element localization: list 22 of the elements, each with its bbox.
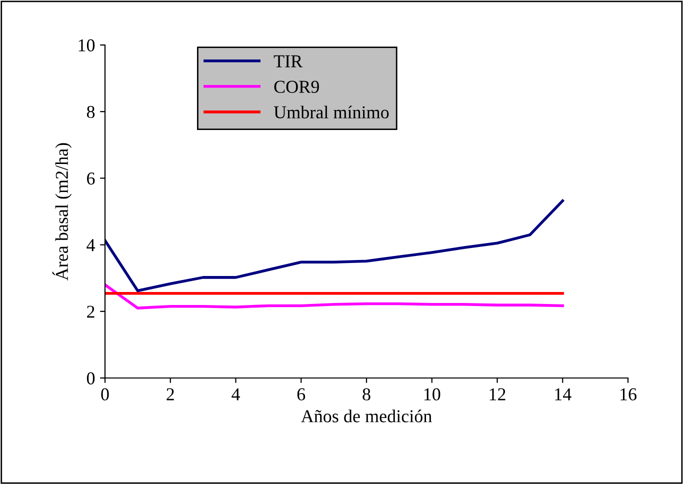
x-tick-label: 12 bbox=[490, 388, 506, 400]
y-tick-label: 2 bbox=[87, 306, 94, 318]
line-series bbox=[105, 283, 564, 310]
x-tick-label: 6 bbox=[297, 388, 306, 400]
x-axis-title: Años de medición bbox=[300, 410, 432, 422]
x-tick-label: 0 bbox=[101, 388, 109, 400]
legend-label: Umbral mínimo bbox=[274, 106, 389, 118]
y-axis-title: Área basal (m2/ha) bbox=[52, 143, 72, 281]
x-tick-label: 16 bbox=[620, 388, 636, 400]
legend-label: TIR bbox=[274, 55, 303, 68]
y-tick-label: 0 bbox=[86, 372, 95, 384]
x-tick-label: 2 bbox=[166, 388, 174, 400]
legend-label: COR9 bbox=[274, 80, 319, 93]
x-tick-label: 8 bbox=[362, 388, 370, 400]
y-tick-label: 6 bbox=[87, 172, 95, 185]
y-tick-label: 4 bbox=[86, 239, 95, 252]
x-tick-label: 4 bbox=[232, 388, 240, 400]
x-tick-label: 10 bbox=[424, 388, 440, 400]
line-series bbox=[105, 199, 564, 292]
x-tick-label: 14 bbox=[555, 388, 572, 400]
y-tick-label: 10 bbox=[78, 39, 95, 52]
y-tick-label: 8 bbox=[86, 106, 95, 118]
